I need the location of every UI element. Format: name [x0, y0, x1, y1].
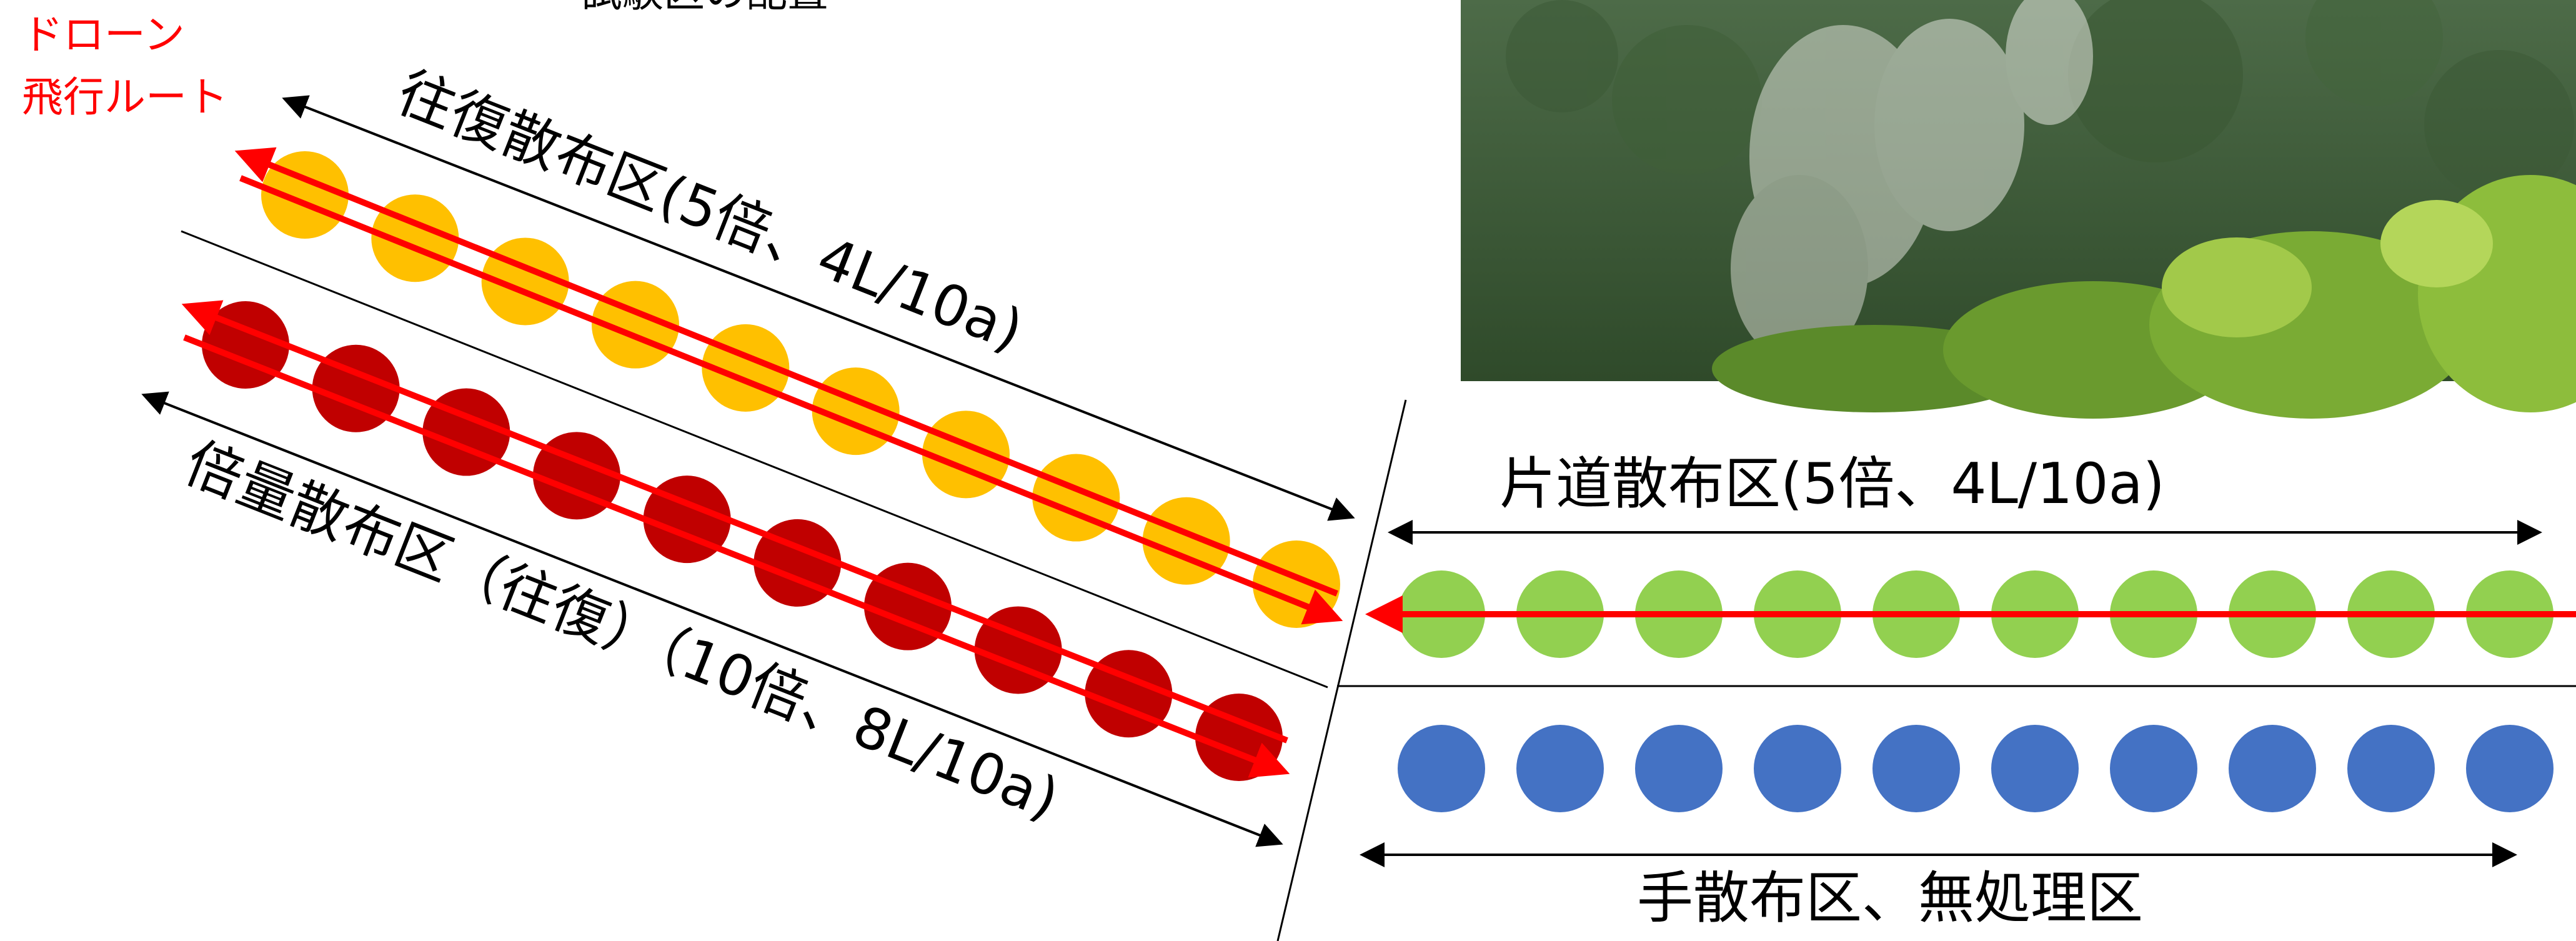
hand-plant: [1754, 725, 1841, 812]
hand-section: 手散布区、無処理区: [1360, 725, 2554, 931]
hand-plant: [2347, 725, 2435, 812]
double-dose-route-back: [183, 334, 1290, 778]
hand-plant: [1872, 725, 1960, 812]
drone-spray-photo: [1461, 0, 2576, 419]
divider-diagonal-left: [181, 230, 1328, 689]
drone-route-label: ドローン 飛行ルート: [22, 11, 228, 121]
divider-vertical-break: [1276, 399, 1407, 941]
one-way-label: 片道散布区(5倍、4L/10a): [1499, 451, 2165, 517]
hand-plant: [1635, 725, 1723, 812]
double-dose-route-out: [181, 300, 1288, 744]
route-label-line1: ドローン: [22, 11, 185, 59]
one-way-section: 片道散布区(5倍、4L/10a): [1365, 451, 2576, 658]
top-caption: 試験区の配置: [581, 0, 828, 16]
hand-plant: [2110, 725, 2197, 812]
hand-plant: [2466, 725, 2554, 812]
hand-plant: [1398, 725, 1485, 812]
round-trip-label: 往復散布区(5倍、4L/10a): [389, 59, 1032, 364]
route-label-line2: 飛行ルート: [22, 73, 228, 121]
hand-plant: [2229, 725, 2316, 812]
double-dose-span-arrow: [141, 391, 1283, 847]
hand-plant: [1516, 725, 1604, 812]
hand-plants: [1398, 725, 2554, 812]
hand-label: 手散布区、無処理区: [1637, 865, 2143, 931]
hand-plant: [1991, 725, 2079, 812]
